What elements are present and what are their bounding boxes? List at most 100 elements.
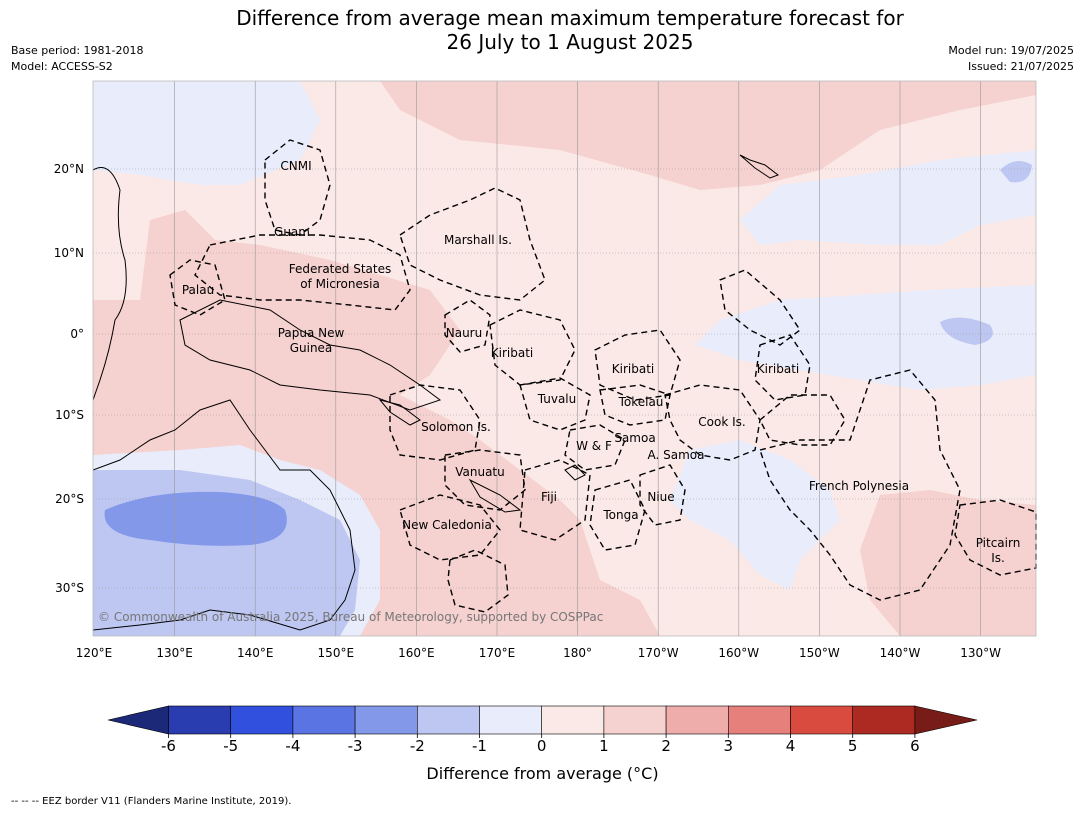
label-pitcairn-line2: Is. [991,551,1005,565]
colorbar-tick-label: 4 [786,737,796,755]
label-solomon-islands: Solomon Is. [421,420,491,434]
colorbar-segment [416,705,480,735]
coast-australia [93,399,356,631]
eez-tuvalu [519,377,591,431]
colorbar-segment [479,705,543,735]
y-tick-label: 20°N [54,162,84,176]
x-tick-label: 160°W [718,646,759,660]
colorbar-tick-label: 5 [848,737,858,755]
colorbar-tick-label: 0 [537,737,547,755]
meta-left: Base period: 1981-2018 Model: ACCESS-S2 [11,43,143,75]
anomaly-neg2-equator-spot [940,317,993,345]
y-axis-ticks: 20°N 10°N 0° 10°S 20°S 30°S [54,162,84,595]
map-title-line1: Difference from average mean maximum tem… [236,6,904,30]
colorbar-tick-label: -4 [285,737,300,755]
x-tick-label: 150°E [318,646,355,660]
eez-pitcairn [954,499,1037,576]
colorbar-extend-low [107,705,169,735]
eez-vanuatu [444,449,526,511]
colorbar-segment [790,705,854,735]
colorbar: -6 -5 -4 -3 -2 -1 0 1 2 3 4 5 6 [107,705,978,755]
y-tick-label: 10°S [55,408,84,422]
map-frame [92,80,1037,637]
anomaly-1-2-north [380,81,1036,190]
label-fiji: Fiji [541,490,557,504]
label-kiribati-central: Kiribati [612,362,654,376]
base-period: Base period: 1981-2018 [11,44,144,57]
coast-solomons [378,399,421,426]
colorbar-tick-label: 6 [910,737,920,755]
coast-new-caledonia [468,478,522,513]
label-marshall-islands: Marshall Is. [444,233,512,247]
coast-hawaii [739,154,780,179]
eez-new-caledonia [399,494,501,561]
colorbar-segment [727,705,791,735]
meta-right: Model run: 19/07/2025 Issued: 21/07/2025 [948,43,1074,75]
x-tick-label: 180° [563,646,592,660]
label-fsm-line1: Federated States [289,262,391,276]
y-tick-label: 0° [70,327,84,341]
anomaly-1-2-southeast [860,490,1036,636]
coast-fiji [564,464,586,481]
y-tick-label: 10°N [54,246,84,260]
coastlines [93,154,780,631]
issued-date: Issued: 21/07/2025 [967,60,1074,73]
x-tick-label: 130°W [960,646,1001,660]
map-title-line2: 26 July to 1 August 2025 [446,30,694,54]
colorbar-segment [541,705,605,735]
eez-cook-south [759,394,846,446]
colorbar-tick-label: 1 [599,737,609,755]
eez-french-polynesia [759,369,961,601]
y-tick-label: 20°S [55,492,84,506]
eez-footnote: -- -- -- EEZ border V11 (Flanders Marine… [11,796,292,807]
eez-fiji [519,459,591,541]
x-tick-label: 130°E [156,646,193,660]
eez-tokelau [599,384,671,426]
label-cnmi: CNMI [280,159,311,173]
x-axis-ticks: 120°E 130°E 140°E 150°E 160°E 170°E 180° 170°W 1… [76,646,1001,660]
label-samoa: Samoa [614,431,655,445]
coast-southeast-asia [93,167,127,401]
eez-palau [169,259,226,316]
eez-tonga [589,479,646,551]
model-name: Model: ACCESS-S2 [11,60,113,73]
label-nauru: Nauru [446,326,482,340]
anomaly-neg1-0-northwest [93,81,320,185]
label-fsm-line2: of Micronesia [300,277,380,291]
model-run: Model run: 19/07/2025 [948,44,1074,57]
x-tick-label: 150°W [799,646,840,660]
eez-wallis-futuna [564,424,626,471]
colorbar-segment [852,705,916,735]
eez-niue [639,464,686,526]
label-palau: Palau [182,283,214,297]
anomaly-field [93,81,1036,636]
eez-kiribati-west [489,309,576,386]
x-tick-label: 140°W [880,646,921,660]
label-cook-islands: Cook Is. [698,415,745,429]
x-tick-label: 170°W [638,646,679,660]
colorbar-segment [603,705,667,735]
label-niue: Niue [647,490,674,504]
anomaly-neg3-southwest [104,491,287,546]
eez-marshall [399,187,546,301]
region-labels: CNMI Guam Marshall Is. Federated States … [182,159,1020,565]
colorbar-tick-label: -6 [161,737,176,755]
x-tick-label: 160°E [398,646,435,660]
gridlines [93,81,1036,636]
anomaly-neg1-0-equator [695,285,1036,390]
eez-line-islands-north [719,269,801,346]
x-tick-label: 140°E [237,646,274,660]
label-tokelau: Tokelau [618,395,664,409]
anomaly-neg2-east-spot [1000,161,1032,183]
eez-borders [169,139,1037,613]
colorbar-tick-label: -1 [472,737,487,755]
coast-new-guinea [179,299,442,411]
colorbar-tick-label: 2 [661,737,671,755]
colorbar-segment [665,705,729,735]
x-tick-label: 170°E [479,646,516,660]
label-american-samoa: A. Samoa [648,448,705,462]
colorbar-segment [292,705,356,735]
label-french-polynesia: French Polynesia [809,479,909,493]
label-tuvalu: Tuvalu [537,392,577,406]
